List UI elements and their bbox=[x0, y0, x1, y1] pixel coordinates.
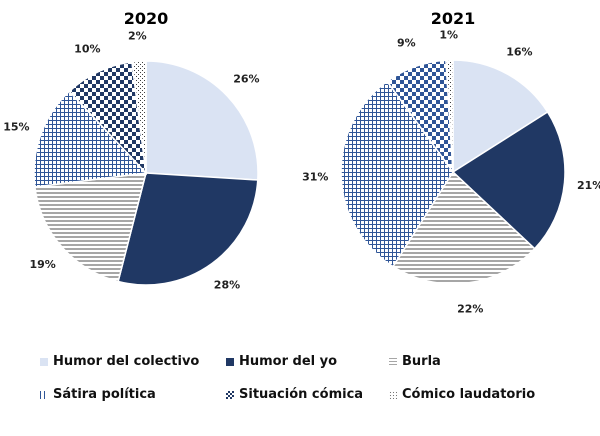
legend-label: Situación cómica bbox=[239, 387, 364, 402]
legend-row-1: Humor del colectivo Humor del yo Burla bbox=[40, 345, 580, 378]
legend-label: Burla bbox=[402, 354, 441, 369]
solid-light-swatch-icon bbox=[40, 357, 48, 366]
legend-row-2: Sátira política Situación cómica Cómico … bbox=[40, 378, 580, 411]
slice-2020-satira-politica bbox=[33, 90, 148, 188]
data-label-2021-satira-politica: 31% bbox=[302, 170, 328, 183]
data-label-2020-satira-politica: 15% bbox=[3, 120, 29, 133]
chart-title-2021: 2021 bbox=[431, 9, 476, 28]
data-label-2020-burla: 19% bbox=[29, 258, 55, 271]
legend-item-humor-del-yo: Humor del yo bbox=[226, 354, 389, 369]
stripes-swatch-icon bbox=[389, 357, 397, 366]
data-label-2020-humor-del-yo: 28% bbox=[214, 278, 240, 291]
legend-label: Sátira política bbox=[53, 387, 156, 402]
legend-label: Cómico laudatorio bbox=[402, 387, 536, 402]
slice-2021-burla bbox=[391, 170, 536, 285]
legend-label: Humor del yo bbox=[239, 354, 338, 369]
legend-item-comico-laudatorio: Cómico laudatorio bbox=[389, 387, 535, 402]
chart-title-2020: 2020 bbox=[124, 9, 169, 28]
pie-charts: 2020 26% 28% 19% 15% 10% 2% 2021 16% 21% 22% 31%… bbox=[3, 9, 600, 316]
slice-2021-comico-laudatorio bbox=[445, 59, 454, 173]
data-label-2020-humor-del-colectivo: 26% bbox=[233, 73, 259, 86]
data-label-2021-humor-del-yo: 21% bbox=[577, 179, 600, 192]
checkerboard-swatch-icon bbox=[226, 390, 234, 399]
solid-dark-swatch-icon bbox=[226, 357, 234, 366]
data-label-2021-humor-del-colectivo: 16% bbox=[506, 45, 532, 58]
legend-item-satira-politica: Sátira política bbox=[40, 387, 226, 402]
legend-label: Humor del colectivo bbox=[53, 354, 200, 369]
data-label-2021-situacion-comica: 9% bbox=[397, 36, 416, 49]
slice-2020-humor-del-colectivo bbox=[145, 60, 259, 181]
slice-2020-burla bbox=[34, 172, 148, 283]
legend: Humor del colectivo Humor del yo Burla S… bbox=[40, 345, 580, 411]
legend-item-humor-del-colectivo: Humor del colectivo bbox=[40, 354, 226, 369]
data-label-2021-comico-laudatorio: 1% bbox=[439, 28, 458, 41]
dots-swatch-icon bbox=[389, 390, 397, 399]
grid-swatch-icon bbox=[40, 390, 48, 399]
slice-2021-humor-del-yo bbox=[451, 110, 566, 250]
slice-2021-satira-politica bbox=[340, 80, 454, 268]
data-label-2021-burla: 22% bbox=[457, 303, 483, 316]
legend-item-situacion-comica: Situación cómica bbox=[226, 387, 389, 402]
data-label-2020-situacion-comica: 10% bbox=[74, 42, 100, 55]
slice-2021-humor-del-colectivo bbox=[452, 59, 549, 174]
slice-2020-humor-del-yo bbox=[117, 172, 259, 286]
pie-2021: 2021 16% 21% 22% 31% 9% 1% bbox=[302, 9, 600, 316]
pie-2020: 2020 26% 28% 19% 15% 10% 2% bbox=[3, 9, 259, 291]
legend-item-burla: Burla bbox=[389, 354, 441, 369]
data-label-2020-comico-laudatorio: 2% bbox=[128, 30, 147, 43]
slice-2020-comico-laudatorio bbox=[131, 60, 147, 174]
